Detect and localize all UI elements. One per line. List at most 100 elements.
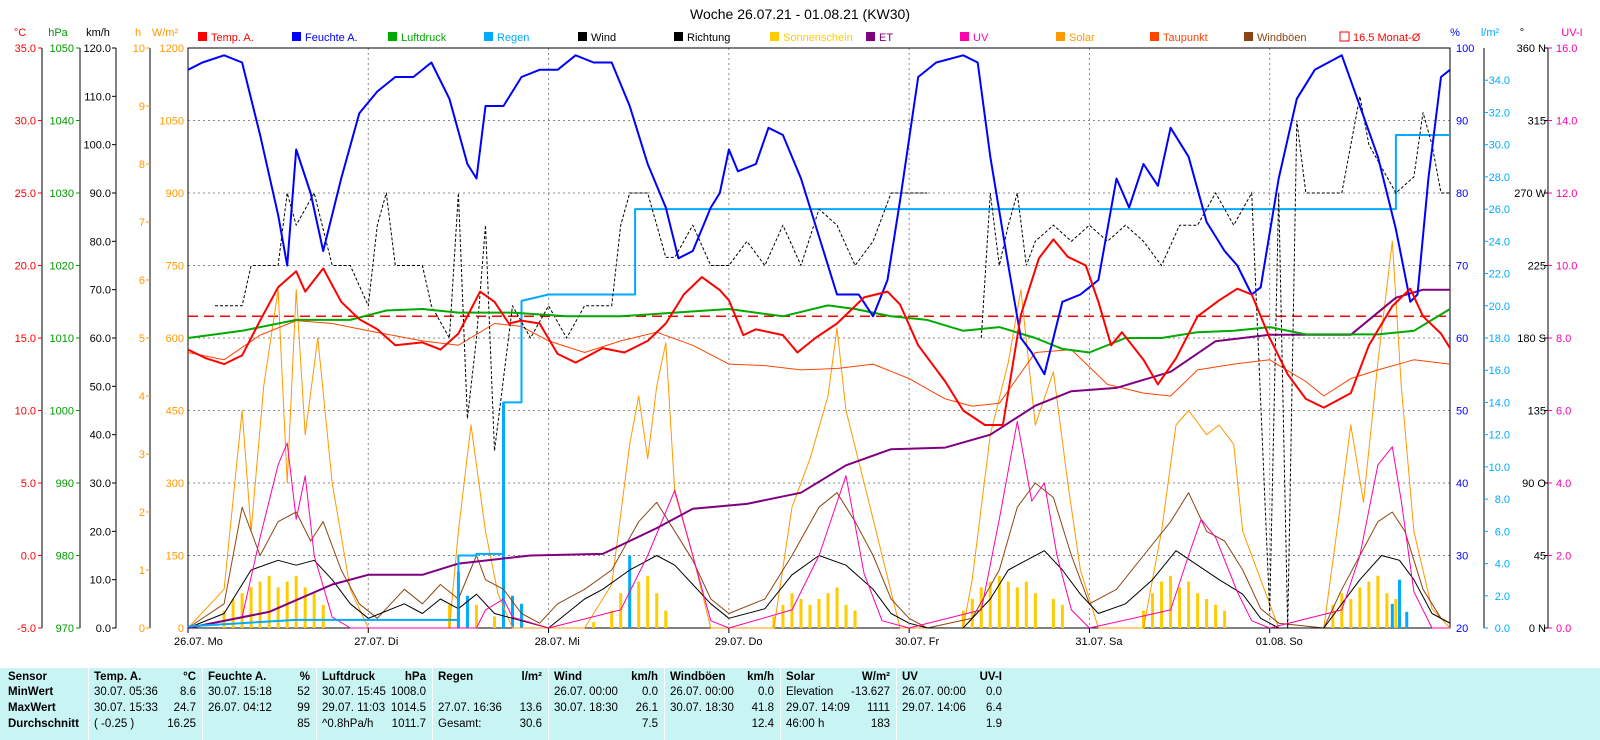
rain-axis-tick-label: 28.0 — [1489, 172, 1510, 184]
stat-unit: W/m² — [861, 671, 890, 683]
rain-axis-tick-label: 22.0 — [1489, 269, 1510, 281]
direction-axis-tick-label: 0 N — [1529, 623, 1546, 635]
rain-axis-tick-label: 16.0 — [1489, 365, 1510, 377]
sunshine-bar — [853, 610, 857, 628]
sunshine-bar — [970, 599, 974, 628]
legend-label: Taupunkt — [1163, 32, 1208, 44]
solar-axis-tick-label: 0 — [178, 623, 184, 635]
statistics-table: Sensor MinWert MaxWert Durchschnitt Temp… — [0, 668, 1600, 740]
stat-group: Temp. A. °C 30.07. 05:36 8.6 30.07. 15:33 24.… — [88, 668, 202, 740]
chart-marks — [187, 54, 1451, 629]
sunshine-bar — [1151, 593, 1155, 628]
stat-min-time: 26.07. 00:00 — [670, 686, 734, 698]
rain-axis-tick-label: 10.0 — [1489, 462, 1510, 474]
stat-avg-value: 1011.7 — [391, 718, 426, 730]
temp-axis-tick-label: 5.0 — [21, 478, 36, 490]
temp-axis-tick-label: 15.0 — [15, 333, 36, 345]
uv-axis-unit: UV-I — [1561, 27, 1582, 39]
stat-title: Luftdruck — [322, 671, 376, 683]
direction-axis-tick-label: 180 S — [1517, 333, 1546, 345]
sunshine-bar — [817, 599, 821, 628]
sunshine-bar — [240, 593, 244, 628]
sunshine-bar — [1178, 587, 1182, 628]
direction-axis-tick-label: 270 W — [1514, 188, 1546, 200]
uv-axis-tick-label: 6.0 — [1556, 406, 1571, 418]
legend-label: Feuchte A. — [305, 32, 358, 44]
stat-title: Regen — [438, 671, 474, 683]
stat-max-time: 26.07. 04:12 — [208, 702, 272, 714]
rain-axis-tick-label: 6.0 — [1495, 526, 1510, 538]
humidity-axis-tick-label: 50 — [1456, 406, 1468, 418]
temp-axis-tick-label: 25.0 — [15, 188, 36, 200]
sunshine-bar — [1142, 610, 1146, 628]
sunshine-bar — [267, 575, 271, 628]
sunshine-bar — [961, 610, 965, 628]
x-tick-label: 27.07. Di — [354, 636, 398, 648]
series-windb-en — [187, 482, 1451, 629]
wind-axis-tick-label: 120.0 — [83, 43, 111, 55]
stat-avg-note: ( -0.25 ) — [94, 718, 135, 730]
sunshine-bar — [1358, 587, 1362, 628]
humidity-axis-tick-label: 30 — [1456, 551, 1468, 563]
solar-axis-tick-label: 450 — [166, 406, 184, 418]
wind-axis-tick-label: 20.0 — [90, 526, 111, 538]
series-solar — [187, 240, 1451, 629]
series-luftdruck — [187, 304, 1451, 354]
sunshine-bar — [447, 604, 451, 628]
sunshine-bar — [492, 616, 496, 628]
legend-label: Solar — [1069, 32, 1095, 44]
pressure-axis-tick-label: 990 — [56, 478, 74, 490]
sunshine-bar — [1340, 593, 1344, 628]
stat-group: Wind km/h 26.07. 00:00 0.0 30.07. 18:30 26.1 7… — [548, 668, 664, 740]
temp-axis-tick-label: -5.0 — [17, 623, 36, 635]
pressure-axis-tick-label: 1000 — [50, 406, 74, 418]
sunshine-bar — [258, 581, 262, 628]
legend-label: 16.5 Monat-Ø — [1353, 32, 1421, 44]
legend-swatch — [1150, 32, 1159, 41]
stat-avg-value: 12.4 — [751, 718, 774, 730]
stat-group: Luftdruck hPa 30.07. 15:45 1008.0 29.07. 11:… — [316, 668, 432, 740]
x-tick-label: 28.07. Mi — [535, 636, 580, 648]
uv-axis-tick-label: 16.0 — [1556, 43, 1577, 55]
legend-label: UV — [973, 32, 989, 44]
sunshine-bar — [790, 593, 794, 628]
wind-axis-tick-label: 10.0 — [90, 575, 111, 587]
sun-axis-unit: h — [135, 27, 141, 39]
legend-swatch — [1339, 31, 1350, 42]
sun-axis-tick-label: 2 — [139, 507, 145, 519]
stat-avg-note: Gesamt: — [438, 718, 482, 730]
rain-axis-tick-label: 2.0 — [1495, 591, 1510, 603]
uv-axis-tick-label: 12.0 — [1556, 188, 1577, 200]
rain-bar — [511, 595, 515, 628]
series-richtung — [215, 192, 928, 452]
x-axis: 26.07. Mo 27.07. Di 28.07. Mi 29.07. Do 30.0… — [174, 628, 1303, 648]
stat-min-time: 30.07. 15:45 — [322, 686, 386, 698]
wind-axis-tick-label: 100.0 — [83, 140, 111, 152]
legend-label: Richtung — [687, 32, 730, 44]
legend-swatch — [674, 32, 683, 41]
temp-axis-tick-label: 30.0 — [15, 116, 36, 128]
wind-axis-tick-label: 80.0 — [90, 236, 111, 248]
stat-max-value: 1014.5 — [390, 702, 426, 714]
rain-bar — [465, 595, 469, 628]
temp-axis-tick-label: 0.0 — [21, 551, 36, 563]
row-label-sensor: Sensor — [8, 671, 47, 683]
sunshine-bar — [781, 604, 785, 628]
sunshine-bar — [1033, 593, 1037, 628]
x-tick-label: 01.08. So — [1256, 636, 1303, 648]
solar-axis-tick-label: 900 — [166, 188, 184, 200]
sunshine-bar — [1060, 604, 1064, 628]
stat-avg-value: 30.6 — [519, 718, 542, 730]
humidity-axis-tick-label: 70 — [1456, 261, 1468, 273]
stat-group: Windböen km/h 26.07. 00:00 0.0 30.07. 18:30 4… — [664, 668, 780, 740]
uv-axis-tick-label: 0.0 — [1556, 623, 1571, 635]
sunshine-bar — [1187, 581, 1191, 628]
stat-max-time: 30.07. 18:30 — [554, 702, 618, 714]
rain-axis-tick-label: 20.0 — [1489, 301, 1510, 313]
axes: 35.030.025.020.015.010.05.00.0-5.0°C1050… — [14, 27, 1583, 635]
sunshine-bar — [655, 593, 659, 628]
stat-min-time: Elevation — [786, 686, 834, 698]
row-label-avg: Durchschnitt — [8, 718, 79, 730]
series-taupunkt — [187, 320, 1451, 407]
sun-axis-tick-label: 9 — [139, 101, 145, 113]
